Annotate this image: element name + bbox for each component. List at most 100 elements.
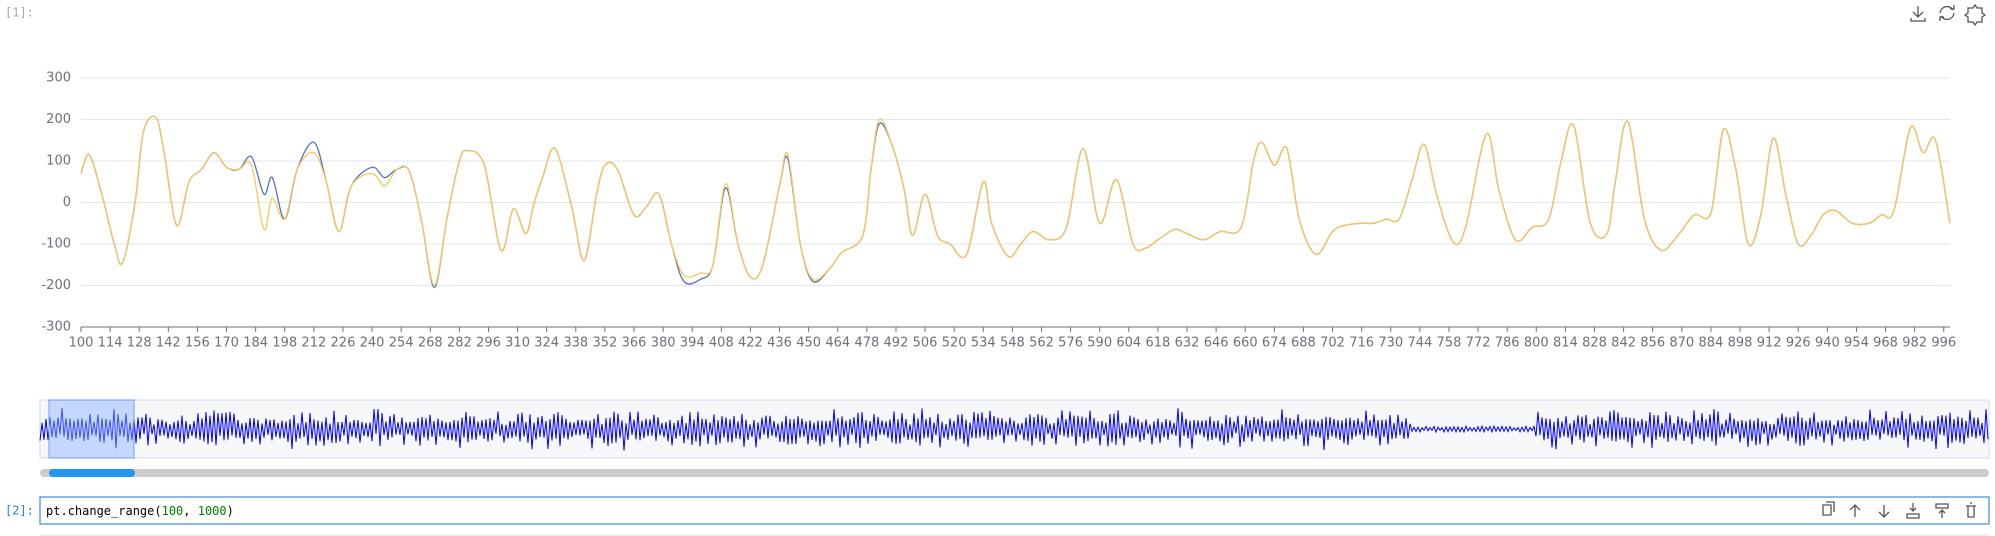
x-tick-label: 254 bbox=[389, 336, 414, 351]
x-tick-label: 436 bbox=[767, 336, 792, 351]
x-tick-label: 884 bbox=[1699, 336, 1724, 351]
y-tick-label: -200 bbox=[41, 278, 71, 293]
x-tick-label: 996 bbox=[1931, 336, 1956, 351]
x-tick-label: 842 bbox=[1611, 336, 1636, 351]
x-tick-label: 198 bbox=[272, 336, 297, 351]
cell-toolbar bbox=[1822, 501, 1976, 519]
code-token: 100 bbox=[162, 504, 184, 518]
zoom-icon[interactable] bbox=[1963, 3, 1987, 27]
x-tick-label: 492 bbox=[884, 336, 909, 351]
x-tick-label: 100 bbox=[69, 336, 94, 351]
delete-icon[interactable] bbox=[1966, 502, 1976, 518]
x-tick-label: 156 bbox=[185, 336, 210, 351]
series-line bbox=[80, 115, 1951, 289]
x-tick-label: 562 bbox=[1029, 336, 1054, 351]
x-tick-label: 730 bbox=[1378, 336, 1403, 351]
code-token: ) bbox=[227, 504, 234, 518]
x-tick-label: 716 bbox=[1349, 336, 1374, 351]
move-up-icon[interactable] bbox=[1849, 504, 1861, 517]
x-tick-label: 702 bbox=[1320, 336, 1345, 351]
x-tick-label: 870 bbox=[1669, 336, 1694, 351]
x-tick-label: 506 bbox=[913, 336, 938, 351]
chart-toolbar bbox=[1910, 3, 1987, 27]
code-token: , bbox=[183, 504, 197, 518]
x-tick-label: 422 bbox=[738, 336, 763, 351]
x-tick-label: 786 bbox=[1495, 336, 1520, 351]
x-tick-label: 982 bbox=[1902, 336, 1927, 351]
y-tick-label: 200 bbox=[46, 112, 71, 127]
x-tick-label: 282 bbox=[447, 336, 472, 351]
x-tick-label: 226 bbox=[331, 336, 356, 351]
x-tick-label: 520 bbox=[942, 336, 967, 351]
x-tick-label: 576 bbox=[1058, 336, 1083, 351]
x-tick-label: 128 bbox=[127, 336, 152, 351]
x-tick-label: 688 bbox=[1291, 336, 1316, 351]
x-tick-label: 940 bbox=[1815, 336, 1840, 351]
x-tick-label: 968 bbox=[1873, 336, 1898, 351]
x-tick-label: 338 bbox=[563, 336, 588, 351]
x-tick-label: 660 bbox=[1233, 336, 1258, 351]
x-tick-label: 674 bbox=[1262, 336, 1287, 351]
x-tick-label: 352 bbox=[592, 336, 617, 351]
x-tick-label: 954 bbox=[1844, 336, 1869, 351]
y-tick-label: 0 bbox=[63, 195, 71, 210]
x-tick-label: 114 bbox=[98, 336, 123, 351]
x-tick-label: 604 bbox=[1116, 336, 1141, 351]
code-line: pt.change_range(100, 1000) bbox=[46, 504, 234, 518]
scrollbar-track[interactable] bbox=[40, 469, 1989, 477]
series-line bbox=[80, 115, 1951, 287]
x-tick-label: 268 bbox=[418, 336, 443, 351]
x-tick-label: 450 bbox=[796, 336, 821, 351]
refresh-icon[interactable] bbox=[1939, 5, 1955, 21]
y-tick-label: -100 bbox=[41, 237, 71, 252]
x-tick-label: 478 bbox=[854, 336, 879, 351]
scrollbar-thumb[interactable] bbox=[49, 469, 135, 477]
x-tick-label: 310 bbox=[505, 336, 530, 351]
x-tick-label: 380 bbox=[651, 336, 676, 351]
x-tick-label: 142 bbox=[156, 336, 181, 351]
x-tick-label: 772 bbox=[1466, 336, 1491, 351]
cell-prompt: [2]: bbox=[5, 504, 34, 518]
x-tick-label: 366 bbox=[622, 336, 647, 351]
x-tick-label: 646 bbox=[1204, 336, 1229, 351]
y-tick-label: -300 bbox=[41, 320, 71, 335]
x-tick-label: 856 bbox=[1640, 336, 1665, 351]
x-tick-label: 170 bbox=[214, 336, 239, 351]
move-down-icon[interactable] bbox=[1878, 505, 1890, 518]
download-icon[interactable] bbox=[1910, 6, 1926, 22]
insert-below-icon[interactable] bbox=[1906, 503, 1920, 519]
insert-above-icon[interactable] bbox=[1935, 503, 1949, 518]
x-tick-label: 212 bbox=[301, 336, 326, 351]
x-tick-label: 296 bbox=[476, 336, 501, 351]
x-tick-label: 394 bbox=[680, 336, 705, 351]
x-tick-label: 632 bbox=[1175, 336, 1200, 351]
overview-trace bbox=[39, 408, 1989, 451]
copy-icon[interactable] bbox=[1822, 501, 1835, 516]
x-tick-label: 926 bbox=[1786, 336, 1811, 351]
zoom-window[interactable] bbox=[48, 399, 135, 459]
x-tick-label: 800 bbox=[1524, 336, 1549, 351]
plot: -300 -200 -100 0 100 200 300 100 114 128 142 156 170… bbox=[41, 71, 1956, 351]
y-tick-label: 100 bbox=[46, 154, 71, 169]
x-tick-label: 814 bbox=[1553, 336, 1578, 351]
x-tick-label: 548 bbox=[1000, 336, 1025, 351]
x-tick-label: 324 bbox=[534, 336, 559, 351]
cell-prompt: [1]: bbox=[5, 6, 34, 20]
code-token: 1000 bbox=[198, 504, 227, 518]
x-tick-label: 912 bbox=[1757, 336, 1782, 351]
x-tick-label: 828 bbox=[1582, 336, 1607, 351]
x-tick-label: 590 bbox=[1087, 336, 1112, 351]
x-tick-label: 744 bbox=[1407, 336, 1432, 351]
x-tick-label: 184 bbox=[243, 336, 268, 351]
x-tick-label: 408 bbox=[709, 336, 734, 351]
x-tick-label: 240 bbox=[360, 336, 385, 351]
x-tick-label: 758 bbox=[1437, 336, 1462, 351]
x-tick-label: 898 bbox=[1728, 336, 1753, 351]
x-tick-label: 464 bbox=[825, 336, 850, 351]
code-cell[interactable] bbox=[39, 496, 1990, 525]
y-tick-label: 300 bbox=[46, 71, 71, 86]
x-tick-label: 618 bbox=[1145, 336, 1170, 351]
code-token: pt.change_range( bbox=[46, 504, 162, 518]
x-tick-label: 534 bbox=[971, 336, 996, 351]
